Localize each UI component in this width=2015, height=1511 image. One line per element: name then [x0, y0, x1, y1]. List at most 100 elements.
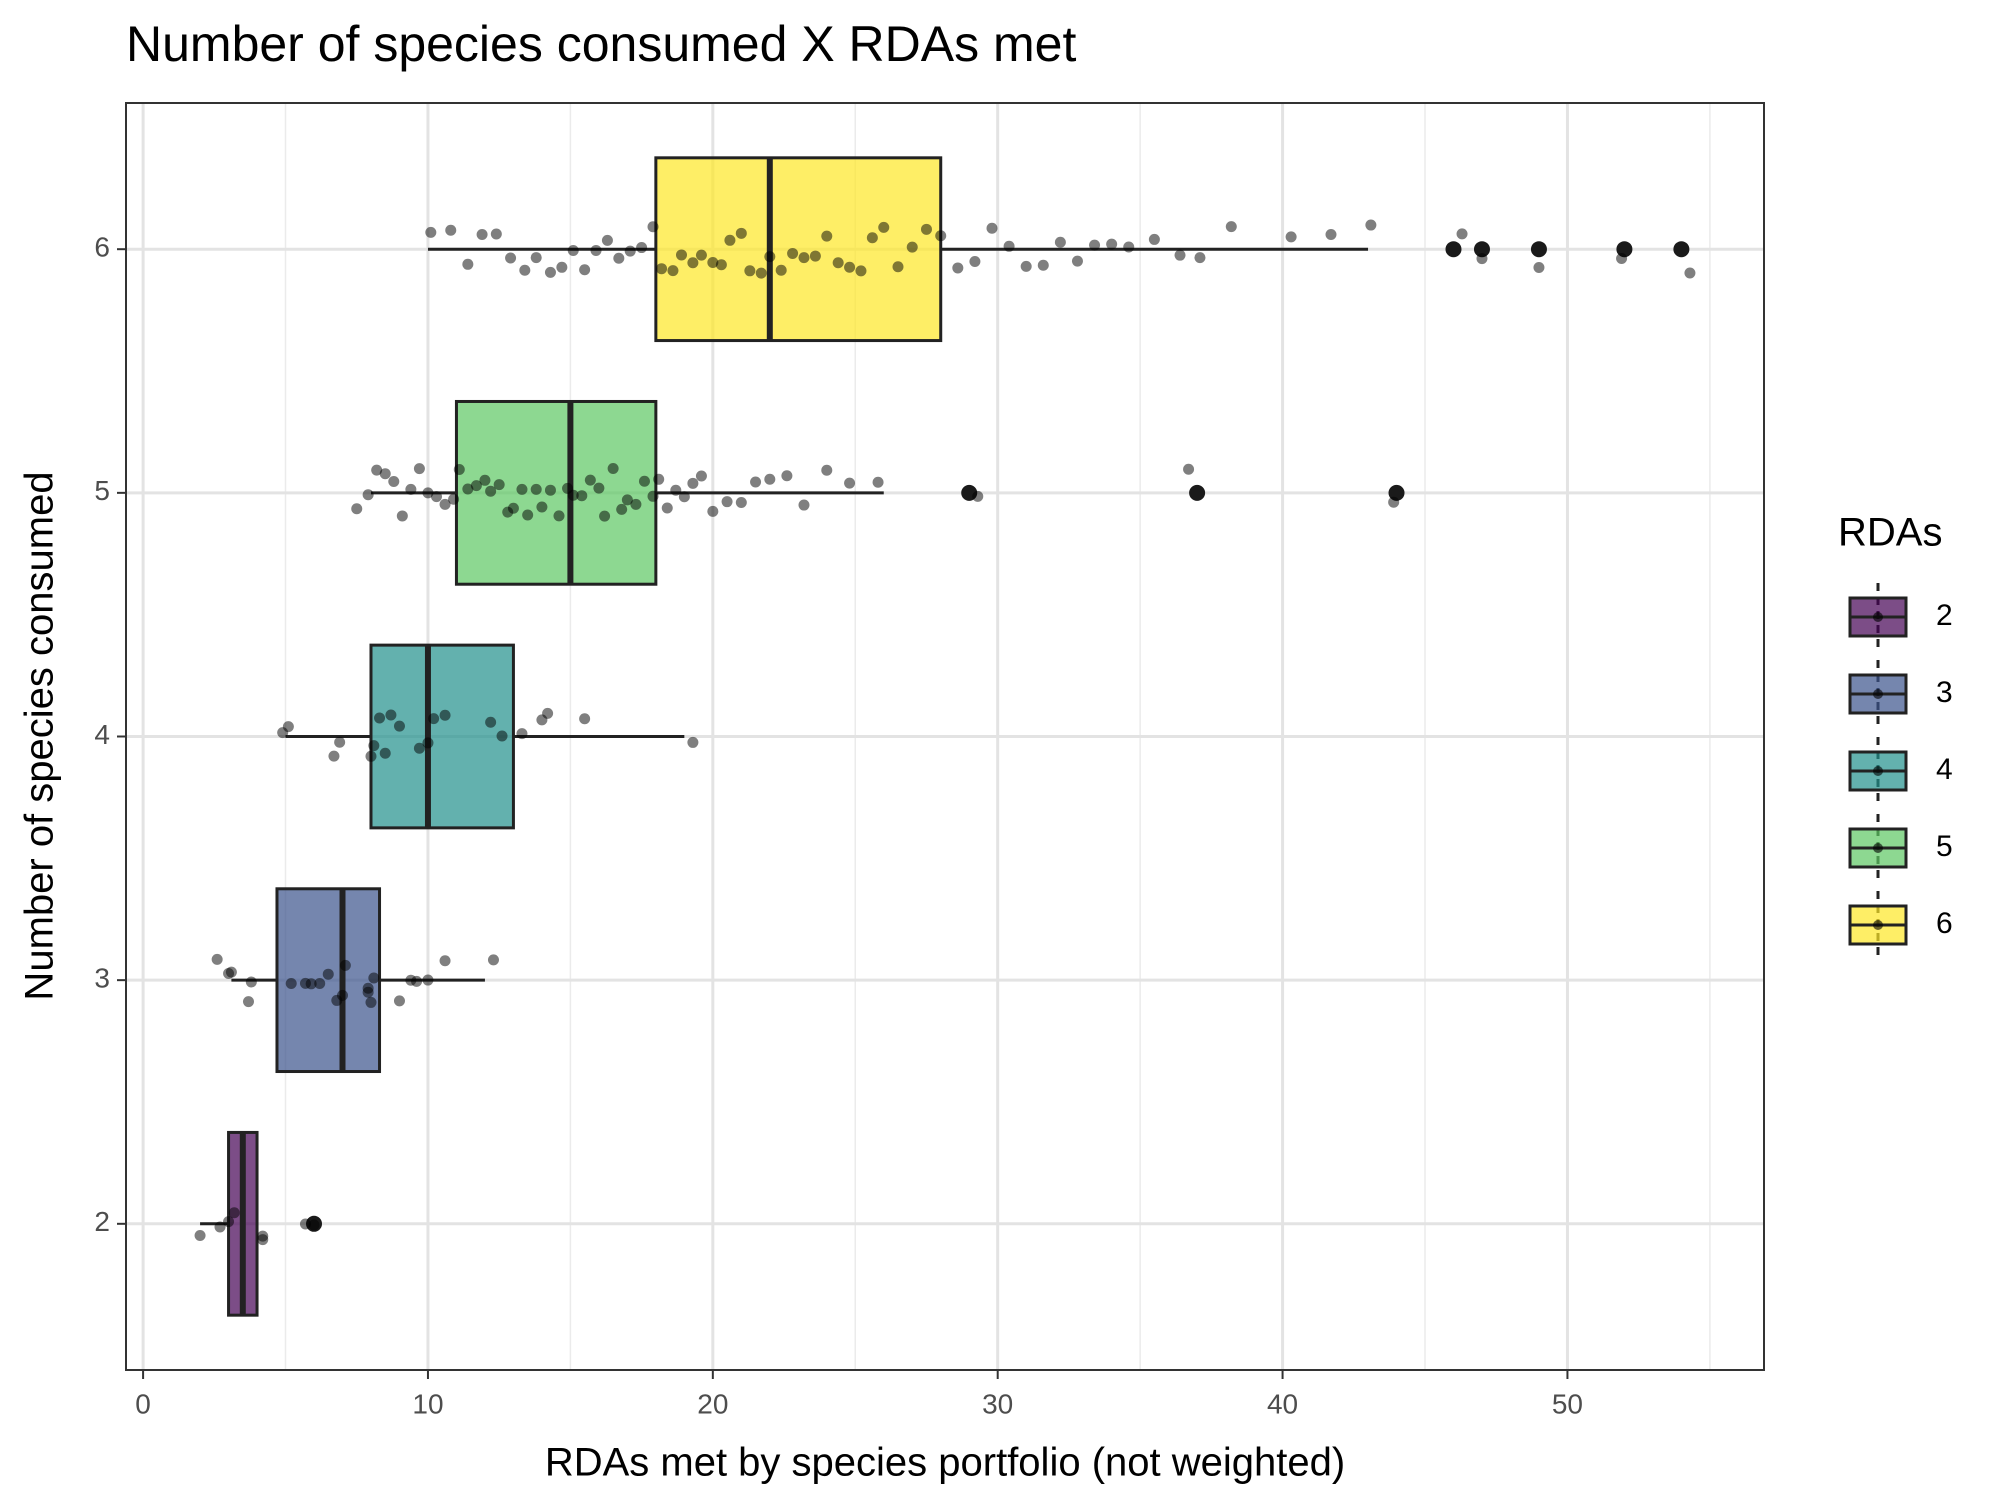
jitter-point: [257, 1230, 269, 1242]
jitter-point: [285, 978, 297, 990]
y-axis-label: Number of species consumed: [18, 471, 62, 1000]
jitter-point: [462, 258, 474, 270]
jitter-point: [707, 505, 719, 517]
jitter-point: [516, 728, 528, 740]
jitter-point: [1148, 233, 1160, 245]
jitter-point: [584, 474, 596, 486]
jitter-point: [365, 996, 377, 1008]
jitter-point: [351, 503, 363, 515]
jitter-point: [308, 1219, 320, 1231]
x-tick-label: 50: [1552, 1388, 1583, 1419]
legend-point: [1873, 689, 1883, 699]
chart-title: Number of species consumed X RDAs met: [126, 16, 1076, 72]
jitter-point: [228, 1207, 240, 1219]
jitter-point: [616, 503, 628, 515]
jitter-point: [630, 498, 642, 510]
jitter-point: [667, 265, 679, 277]
jitter-point: [368, 972, 380, 984]
jitter-point: [556, 261, 568, 273]
jitter-point: [567, 245, 579, 257]
jitter-point: [245, 976, 257, 988]
jitter-point: [1533, 262, 1545, 274]
jitter-point: [1476, 253, 1488, 265]
jitter-point: [872, 476, 884, 488]
jitter-point: [972, 490, 984, 502]
jitter-point: [413, 742, 425, 754]
jitter-point: [1684, 267, 1696, 279]
jitter-point: [579, 713, 591, 725]
jitter-point: [607, 462, 619, 474]
jitter-point: [428, 713, 440, 725]
jitter-point: [624, 245, 636, 257]
x-tick-label: 10: [412, 1388, 443, 1419]
jitter-point: [781, 470, 793, 482]
jitter-point: [579, 264, 591, 276]
jitter-point: [892, 261, 904, 273]
jitter-point: [453, 463, 465, 475]
jitter-point: [1194, 252, 1206, 264]
jitter-point: [299, 1218, 311, 1230]
jitter-point: [755, 267, 767, 279]
jitter-point: [542, 707, 554, 719]
jitter-point: [211, 953, 223, 965]
jitter-point: [687, 477, 699, 489]
jitter-point: [485, 485, 497, 497]
x-tick-label: 40: [1267, 1388, 1298, 1419]
x-tick-label: 20: [697, 1388, 728, 1419]
jitter-point: [855, 265, 867, 277]
jitter-point: [314, 977, 326, 989]
jitter-point: [405, 483, 417, 495]
jitter-point: [636, 242, 648, 254]
y-tick-label: 6: [94, 232, 110, 263]
jitter-point: [422, 737, 434, 749]
jitter-point: [242, 996, 254, 1008]
jitter-point: [305, 978, 317, 990]
jitter-point: [334, 736, 346, 748]
jitter-point: [735, 497, 747, 509]
jitter-point: [431, 491, 443, 503]
legend-label: 2: [1936, 599, 1953, 632]
jitter-point: [724, 234, 736, 246]
jitter-point: [487, 954, 499, 966]
jitter-point: [1071, 255, 1083, 267]
jitter-point: [775, 264, 787, 276]
legend-point: [1873, 766, 1883, 776]
jitter-point: [522, 509, 534, 521]
legend-title: RDAs: [1838, 511, 1942, 555]
jitter-point: [1106, 238, 1118, 250]
jitter-point: [379, 747, 391, 759]
jitter-point: [385, 709, 397, 721]
jitter-point: [969, 255, 981, 267]
legend-label: 6: [1936, 907, 1953, 940]
jitter-point: [225, 966, 237, 978]
jitter-point: [798, 252, 810, 264]
jitter-point: [411, 975, 423, 987]
jitter-point: [439, 955, 451, 967]
jitter-point: [1325, 229, 1337, 241]
jitter-point: [590, 244, 602, 256]
jitter-point: [707, 256, 719, 268]
jitter-point: [194, 1230, 206, 1242]
jitter-point: [935, 230, 947, 242]
x-tick-label: 30: [982, 1388, 1013, 1419]
jitter-point: [653, 473, 665, 485]
jitter-point: [661, 502, 673, 514]
jitter-point: [687, 257, 699, 269]
jitter-point: [656, 263, 668, 275]
jitter-point: [470, 480, 482, 492]
legend-point: [1873, 843, 1883, 853]
legend-point: [1873, 612, 1883, 622]
jitter-point: [832, 257, 844, 269]
jitter-point: [601, 234, 613, 246]
jitter-point: [388, 476, 400, 488]
legend-point: [1873, 920, 1883, 930]
jitter-point: [282, 721, 294, 733]
y-tick-label: 2: [94, 1206, 110, 1237]
x-axis-label: RDAs met by species portfolio (not weigh…: [545, 1441, 1345, 1485]
jitter-point: [505, 252, 517, 264]
jitter-point: [485, 716, 497, 728]
legend-label: 5: [1936, 830, 1953, 863]
legend-label: 4: [1936, 753, 1953, 786]
outlier: [1530, 241, 1547, 258]
